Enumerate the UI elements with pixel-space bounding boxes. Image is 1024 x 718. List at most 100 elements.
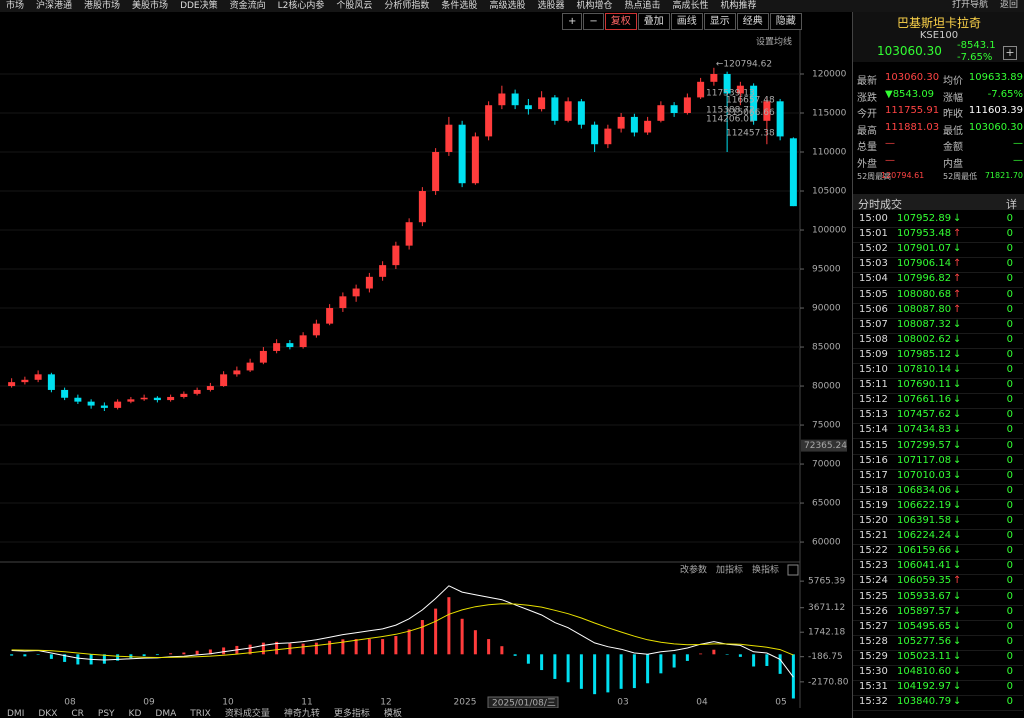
indicator-tab[interactable]: DKX (38, 709, 58, 718)
tool-button[interactable]: 隐藏 (769, 13, 802, 30)
macd-bar (354, 639, 358, 655)
candle-body (538, 97, 546, 110)
indicator-tab[interactable]: 更多指标 (333, 709, 370, 718)
x-tick-label: 2025 (454, 698, 477, 708)
indicator-tab[interactable]: 资料成交量 (224, 709, 270, 718)
candle-body (299, 335, 307, 348)
tick-dir: ↓ (953, 590, 962, 602)
tool-button[interactable]: 复权 (604, 13, 637, 30)
menu-item[interactable]: 高级选股 (489, 1, 526, 11)
menu-item[interactable]: 条件选股 (441, 1, 478, 11)
y-tick-label: 75000 (812, 421, 841, 431)
macd-bar (328, 640, 332, 655)
candle-body (524, 105, 532, 110)
menu-item[interactable]: 美股市场 (132, 1, 169, 11)
tick-row: 15:28 105277.56 ↓ 0 (853, 635, 1023, 651)
tick-dir: ↓ (953, 333, 962, 345)
nav-item[interactable]: 打开导航 (951, 0, 988, 10)
menu-item[interactable]: DDE决策 (180, 1, 218, 11)
indicator-tab[interactable]: CR (71, 709, 84, 718)
macd-bar (420, 620, 424, 655)
candle-body (140, 397, 148, 400)
y-tick-label: 95000 (812, 265, 841, 275)
tick-price: 107457.62 (897, 409, 952, 421)
menu-item[interactable]: 热点追击 (624, 1, 661, 11)
quote-label: 涨幅 (943, 92, 963, 104)
tick-row: 15:01 107953.48 ↑ 0 (853, 227, 1023, 244)
indicator-tab[interactable]: DMI (7, 709, 25, 718)
tick-dir: ↓ (953, 666, 962, 677)
tick-row: 15:24 106059.35 ↑ 0 (853, 574, 1023, 591)
menu-item[interactable]: 个股风云 (336, 1, 373, 11)
menu-item[interactable]: 市场 (6, 1, 25, 11)
tick-volume: 0 (1006, 288, 1013, 300)
quote-value: 103060.30 (885, 72, 940, 83)
macd-bar (129, 654, 133, 659)
tool-button[interactable]: 画线 (670, 13, 703, 30)
tick-dir: ↓ (953, 620, 962, 632)
candle-body (339, 296, 347, 309)
indicator-tab[interactable]: KD (128, 709, 142, 718)
menu-item[interactable]: 沪深港通 (36, 1, 73, 11)
macd-bar (752, 654, 756, 667)
ma-setting[interactable]: 设置均线 (756, 36, 792, 48)
quote-value: — (1013, 154, 1023, 166)
nav-item[interactable]: 返回 (999, 0, 1018, 10)
macd-bar (540, 654, 544, 671)
quote-row: 今开 111755.91 昨收 111603.39 (857, 105, 1023, 121)
candle-body (167, 396, 175, 401)
candle-body (750, 85, 758, 121)
tick-price: 108087.80 (897, 303, 952, 315)
price-tag: 115066.66 (726, 108, 775, 118)
candle-body (100, 405, 108, 408)
tool-button[interactable]: 显示 (703, 13, 736, 30)
tick-volume: 0 (1006, 484, 1013, 496)
tick-price: 107810.14 (897, 364, 952, 375)
indicator-tab[interactable]: DMA (155, 709, 177, 718)
menu-item[interactable]: 机构增仓 (576, 1, 613, 11)
quote-label: 最高 (857, 125, 877, 137)
tick-dir: ↓ (953, 348, 962, 360)
add-button[interactable]: + (1003, 46, 1017, 60)
ticks-detail[interactable]: 详 (1006, 198, 1017, 211)
tool-button[interactable]: 叠加 (637, 13, 670, 30)
tool-button[interactable]: − (583, 13, 604, 30)
candle-body (379, 265, 387, 277)
menu-item[interactable]: 资金流向 (229, 1, 266, 11)
macd-bar (208, 649, 212, 655)
macd-bar (553, 654, 557, 679)
tick-price: 104192.97 (897, 681, 952, 693)
quote-label: 52周最高 (857, 172, 892, 181)
change-pct: -7.65% (957, 52, 993, 63)
indicator-tab[interactable]: 模板 (383, 709, 402, 718)
tick-row: 15:17 107010.03 ↓ 0 (853, 469, 1023, 485)
candle-body (710, 74, 718, 82)
menu-item[interactable]: 选股器 (537, 1, 565, 11)
cursor-price: 72365.24 (804, 441, 847, 451)
tick-volume: 0 (1006, 696, 1013, 708)
tick-row: 15:23 106041.41 ↓ 0 (853, 559, 1023, 576)
indicator-tab[interactable]: 神奇九转 (283, 709, 320, 718)
menu-item[interactable]: 港股市场 (84, 1, 121, 11)
candle-body (471, 136, 479, 184)
tool-button[interactable]: + (562, 13, 583, 30)
menu-item[interactable]: 机构推荐 (720, 1, 757, 11)
x-tick-label: 08 (64, 698, 76, 708)
menu-item[interactable]: 分析师指数 (384, 1, 430, 11)
menu-item[interactable]: 高成长性 (672, 1, 709, 11)
tick-time: 15:08 (859, 333, 888, 345)
quote-label: 最新 (857, 76, 877, 87)
tool-button[interactable]: 经典 (736, 13, 769, 30)
tick-volume: 0 (1006, 333, 1013, 345)
tick-dir: ↓ (953, 484, 962, 496)
tick-price: 107901.07 (897, 243, 952, 255)
tick-time: 15:23 (859, 560, 888, 572)
tick-volume: 0 (1006, 499, 1013, 511)
menu-item[interactable]: L2核心内参 (277, 1, 325, 11)
tick-time: 15:29 (859, 650, 888, 662)
macd-bar (579, 654, 583, 689)
indicator-tab[interactable]: PSY (97, 709, 115, 718)
macd-bar (169, 653, 173, 655)
tick-row: 15:26 105897.57 ↓ 0 (853, 605, 1023, 621)
indicator-tab[interactable]: TRIX (190, 709, 211, 718)
